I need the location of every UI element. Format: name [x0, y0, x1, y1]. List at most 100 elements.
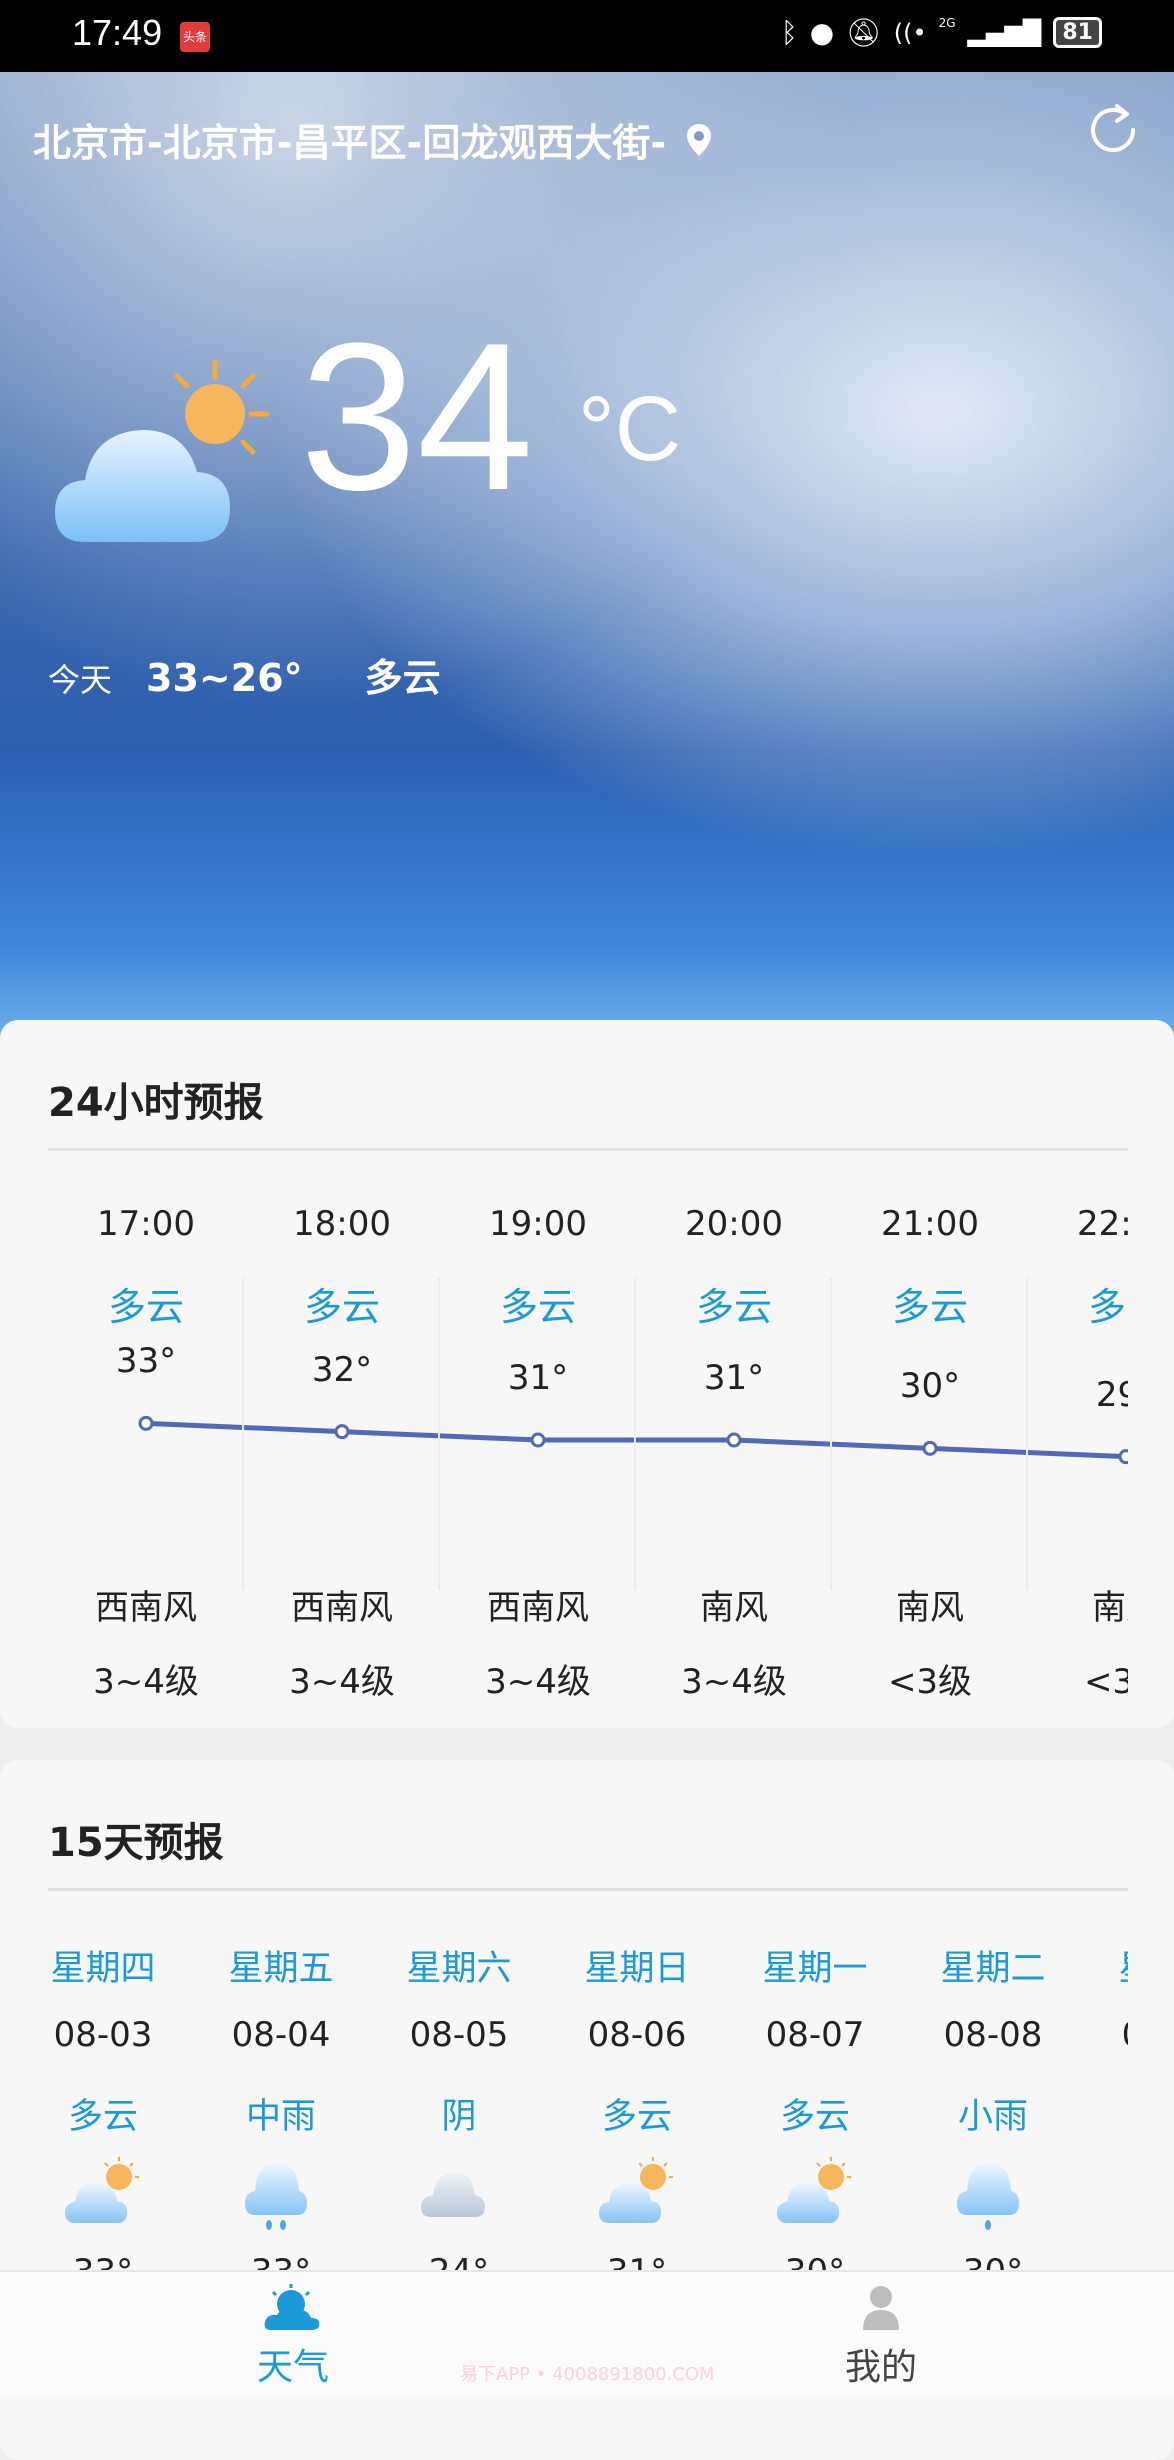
hour-wind-level: <3级 — [1083, 1662, 1128, 1702]
hour-time: 19:00 — [489, 1204, 587, 1244]
hour-wind-direction: 西南风 — [95, 1588, 197, 1628]
bluetooth-icon: ᛒ — [780, 16, 798, 49]
hour-temp-label: 30° — [899, 1366, 961, 1407]
partly-cloudy-icon — [777, 2157, 851, 2223]
hour-condition: 多云 — [891, 1285, 968, 1329]
light-rain-icon — [957, 2163, 1019, 2230]
day-weekday: 星期二 — [940, 1949, 1046, 1989]
hour-time: 22:00 — [1077, 1204, 1128, 1244]
current-weather-hero: 北京市-北京市-昌平区-回龙观西大街- 34 °C 今天 33~26° 多云 — [0, 72, 1174, 1042]
partly-cloudy-icon — [65, 2157, 139, 2223]
column-divider — [242, 1278, 244, 1590]
hour-time: 17:00 — [97, 1204, 195, 1244]
day-weekday: 星期一 — [762, 1949, 868, 1989]
hourly-title: 24小时预报 — [48, 1080, 264, 1126]
temp-line — [145, 1420, 1127, 1460]
day-date: 08-06 — [587, 2015, 687, 2055]
hour-condition: 多云 — [107, 1285, 184, 1329]
hour-wind-level: 3~4级 — [681, 1662, 787, 1702]
column-divider — [1026, 1278, 1028, 1590]
hour-wind-level: 3~4级 — [485, 1662, 591, 1702]
divider — [48, 1888, 1128, 1891]
refresh-icon[interactable] — [1085, 102, 1141, 158]
day-date: 08-08 — [943, 2015, 1043, 2055]
day-weekday: 星期六 — [406, 1949, 512, 1989]
temp-point — [922, 1440, 938, 1456]
day-condition: 小雨 — [957, 2097, 1028, 2137]
hour-wind-direction: 南风 — [700, 1588, 768, 1628]
network-type: 2G — [938, 16, 956, 30]
today-label: 今天 — [48, 661, 113, 699]
location-icon: ● — [809, 16, 835, 49]
daily-title: 15天预报 — [48, 1820, 224, 1866]
hour-temp-label: 31° — [703, 1358, 765, 1398]
hourly-item: 22:00 多云 29° 南风 <3级 — [1028, 1160, 1128, 1720]
hour-time: 18:00 — [293, 1204, 391, 1244]
battery-icon: 81 — [1053, 17, 1102, 48]
day-date: 08-09 — [1082, 2015, 1128, 2055]
signal-icon: ▂▄▆█ — [967, 18, 1042, 47]
hour-wind-direction: 西南风 — [291, 1588, 393, 1628]
user-icon — [863, 2286, 899, 2330]
status-bar: 17:49 头条 ᛒ ● 🔕︎ ((• 2G ▂▄▆█ 81 — [0, 0, 1174, 72]
temp-point — [530, 1432, 546, 1448]
hourly-item: 17:00 多云 33° 西南风 3~4级 — [48, 1160, 244, 1720]
current-temperature: 34 — [300, 299, 534, 534]
today-condition: 多云 — [364, 656, 441, 700]
hour-temp-label: 31° — [507, 1358, 569, 1398]
hourly-item: 19:00 多云 31° 西南风 3~4级 — [440, 1160, 636, 1720]
day-weekday: 星期三 — [1082, 1940, 1128, 1991]
temperature-unit: °C — [578, 378, 682, 480]
hour-wind-level: 3~4级 — [93, 1662, 199, 1702]
hourly-forecast-card: 24小时预报 17:00 多云 33° 西南风 3~4级 18:00 多云 32° 西南风 3~4… — [0, 1020, 1174, 1728]
today-range: 33~26° — [146, 656, 303, 700]
tab-weather[interactable]: 天气 — [193, 2272, 393, 2400]
day-date: 08-04 — [231, 2015, 331, 2055]
hourly-item: 21:00 多云 30° 南风 <3级 — [832, 1160, 1028, 1720]
hour-wind-direction: 西南风 — [487, 1588, 589, 1628]
hour-temp-label: 32° — [311, 1349, 373, 1390]
hour-time: 21:00 — [881, 1204, 979, 1244]
today-summary: 今天 33~26° 多云 — [48, 647, 441, 702]
hour-condition: 多云 — [499, 1285, 576, 1329]
day-date: 08-07 — [765, 2015, 865, 2055]
temp-point — [726, 1432, 742, 1448]
day-condition: 阴 — [441, 2097, 477, 2137]
daily-item[interactable]: 星期三 08-09 — [1082, 1900, 1128, 2420]
hourly-scroll[interactable]: 17:00 多云 33° 西南风 3~4级 18:00 多云 32° 西南风 3~4级 19:00 多… — [0, 1160, 1128, 1720]
location-text: 北京市-北京市-昌平区-回龙观西大街- — [33, 121, 667, 165]
temp-point — [334, 1424, 350, 1440]
day-date: 08-05 — [409, 2015, 509, 2055]
column-divider — [830, 1278, 832, 1590]
tab-profile[interactable]: 我的 — [781, 2272, 981, 2400]
tab-weather-label: 天气 — [256, 2347, 329, 2388]
status-icons: ᛒ ● 🔕︎ ((• 2G ▂▄▆█ 81 — [781, 16, 1102, 49]
hourly-item: 18:00 多云 32° 西南风 3~4级 — [244, 1160, 440, 1720]
day-condition: 中雨 — [245, 2097, 316, 2137]
column-divider — [634, 1278, 636, 1590]
moderate-rain-icon — [245, 2163, 307, 2230]
wifi-icon: ((• — [893, 18, 927, 47]
day-condition: 多云 — [779, 2097, 850, 2137]
watermark: 易下APP • 4008891800.COM — [460, 2364, 715, 2385]
hour-temp-label: 33° — [115, 1341, 177, 1382]
hour-wind-level: <3级 — [887, 1662, 973, 1702]
day-weekday: 星期四 — [50, 1949, 156, 1989]
app-notification-icon: 头条 — [180, 22, 210, 52]
day-date: 08-03 — [53, 2015, 153, 2055]
hour-temp-label: 29° — [1095, 1374, 1128, 1415]
day-condition: 多云 — [601, 2097, 672, 2137]
day-weekday: 星期五 — [228, 1949, 334, 1989]
overcast-icon — [421, 2173, 485, 2217]
partly-cloudy-icon — [599, 2157, 673, 2223]
divider — [48, 1148, 1128, 1151]
tab-profile-label: 我的 — [844, 2347, 917, 2388]
hour-condition: 多云 — [303, 1285, 380, 1329]
location-selector[interactable]: 北京市-北京市-昌平区-回龙观西大街- — [33, 112, 712, 167]
temp-point — [138, 1415, 154, 1431]
hour-wind-level: 3~4级 — [289, 1662, 395, 1702]
hour-wind-direction: 南风 — [1092, 1588, 1128, 1628]
partly-cloudy-icon — [55, 359, 270, 542]
